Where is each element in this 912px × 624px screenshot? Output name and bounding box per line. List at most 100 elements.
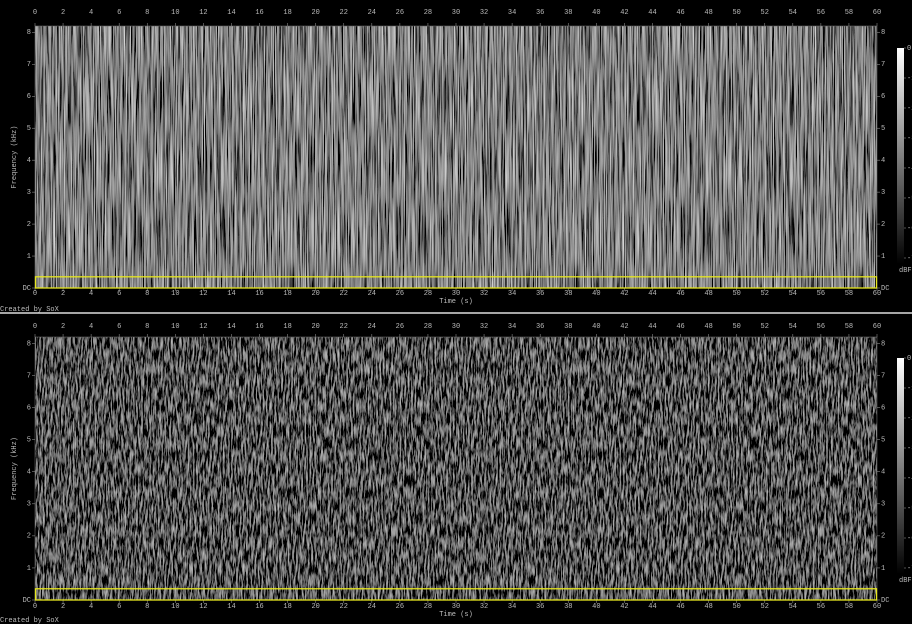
y-tick-label: 8 <box>27 340 31 348</box>
x-tick-label: 28 <box>424 603 432 611</box>
x-tick-label: 12 <box>199 323 207 331</box>
x-tick-label: 34 <box>508 290 516 298</box>
x-tick-label: 40 <box>592 290 600 298</box>
x-tick-label: 6 <box>117 603 121 611</box>
x-tick-label: 54 <box>789 9 797 17</box>
y-tick-label: 6 <box>881 404 885 412</box>
x-tick-label: 14 <box>227 323 235 331</box>
x-tick-label: 4 <box>89 9 93 17</box>
x-tick-label: 50 <box>732 9 740 17</box>
y-tick-label: 5 <box>881 436 885 444</box>
x-tick-label: 0 <box>33 290 37 298</box>
x-tick-label: 48 <box>704 9 712 17</box>
y-tick-label: 4 <box>881 469 885 477</box>
x-tick-label: 46 <box>676 323 684 331</box>
y-tick-label: 2 <box>881 221 885 229</box>
x-tick-label: 26 <box>396 290 404 298</box>
y-tick-label: 5 <box>27 436 31 444</box>
y-axis-label: Frequency (kHz) <box>11 125 19 188</box>
x-tick-label: 20 <box>311 603 319 611</box>
x-tick-label: 42 <box>620 9 628 17</box>
x-tick-label: 34 <box>508 9 516 17</box>
colorbar-tick-label: -40 <box>907 165 912 173</box>
credit: Created by SoX <box>0 617 60 624</box>
x-tick-label: 24 <box>368 9 376 17</box>
x-tick-label: 4 <box>89 323 93 331</box>
x-tick-label: 42 <box>620 290 628 298</box>
y-tick-label: 4 <box>881 157 885 165</box>
y-tick-label: 3 <box>881 189 885 197</box>
x-tick-label: 48 <box>704 323 712 331</box>
x-tick-label: 30 <box>452 290 460 298</box>
colorbar-tick-label: -60 <box>907 225 912 233</box>
x-tick-label: 6 <box>117 9 121 17</box>
y-tick-label: DC <box>881 597 889 605</box>
x-tick-label: 36 <box>536 603 544 611</box>
x-tick-label: 60 <box>873 323 881 331</box>
y-tick-label: 8 <box>881 340 885 348</box>
spectrogram-image <box>35 26 877 288</box>
x-tick-label: 36 <box>536 9 544 17</box>
x-tick-label: 18 <box>283 603 291 611</box>
x-tick-label: 32 <box>480 290 488 298</box>
x-tick-label: 12 <box>199 290 207 298</box>
x-tick-label: 22 <box>340 290 348 298</box>
x-tick-label: 40 <box>592 323 600 331</box>
colorbar-tick-label: 0 <box>907 45 911 53</box>
x-tick-label: 54 <box>789 323 797 331</box>
x-tick-label: 36 <box>536 323 544 331</box>
x-tick-label: 52 <box>761 603 769 611</box>
y-tick-label: DC <box>23 285 31 293</box>
y-tick-label: 3 <box>27 501 31 509</box>
colorbar-tick-label: -30 <box>907 445 912 453</box>
colorbar-label: dBFS <box>899 577 912 585</box>
y-tick-label: 8 <box>881 29 885 37</box>
x-tick-label: 10 <box>171 290 179 298</box>
x-tick-label: 6 <box>117 323 121 331</box>
x-tick-label: 10 <box>171 9 179 17</box>
x-tick-label: 8 <box>145 290 149 298</box>
x-tick-label: 40 <box>592 9 600 17</box>
x-tick-label: 12 <box>199 603 207 611</box>
x-tick-label: 30 <box>452 603 460 611</box>
colorbar-label: dBFS <box>899 267 912 275</box>
spectrogram-screenshot: 0022446688101012121414161618182020222224… <box>0 0 912 624</box>
x-tick-label: 34 <box>508 323 516 331</box>
x-tick-label: 46 <box>676 603 684 611</box>
y-tick-label: 3 <box>27 189 31 197</box>
x-tick-label: 28 <box>424 323 432 331</box>
x-tick-label: 26 <box>396 323 404 331</box>
x-tick-label: 50 <box>732 323 740 331</box>
x-tick-label: 58 <box>845 603 853 611</box>
x-tick-label: 8 <box>145 603 149 611</box>
x-tick-label: 20 <box>311 9 319 17</box>
y-tick-label: 6 <box>27 404 31 412</box>
y-tick-label: 6 <box>27 93 31 101</box>
x-tick-label: 56 <box>817 323 825 331</box>
colorbar <box>897 358 904 574</box>
x-tick-label: 30 <box>452 323 460 331</box>
x-tick-label: 52 <box>761 290 769 298</box>
x-tick-label: 48 <box>704 603 712 611</box>
x-tick-label: 0 <box>33 9 37 17</box>
x-tick-label: 50 <box>732 603 740 611</box>
x-tick-label: 6 <box>117 290 121 298</box>
x-tick-label: 28 <box>424 290 432 298</box>
x-tick-label: 34 <box>508 603 516 611</box>
colorbar-tick-label: -70 <box>907 565 912 573</box>
x-tick-label: 52 <box>761 323 769 331</box>
colorbar-tick-label: -60 <box>907 535 912 543</box>
y-tick-label: 4 <box>27 157 31 165</box>
x-axis-label: Time (s) <box>439 611 473 619</box>
x-tick-label: 18 <box>283 290 291 298</box>
y-tick-label: 7 <box>27 372 31 380</box>
x-tick-label: 14 <box>227 603 235 611</box>
y-tick-label: 7 <box>881 372 885 380</box>
x-tick-label: 10 <box>171 603 179 611</box>
y-tick-label: 2 <box>27 533 31 541</box>
colorbar-tick-label: -50 <box>907 505 912 513</box>
x-tick-label: 56 <box>817 9 825 17</box>
colorbar-tick-label: -50 <box>907 195 912 203</box>
x-tick-label: 24 <box>368 290 376 298</box>
y-tick-label: 5 <box>881 125 885 133</box>
